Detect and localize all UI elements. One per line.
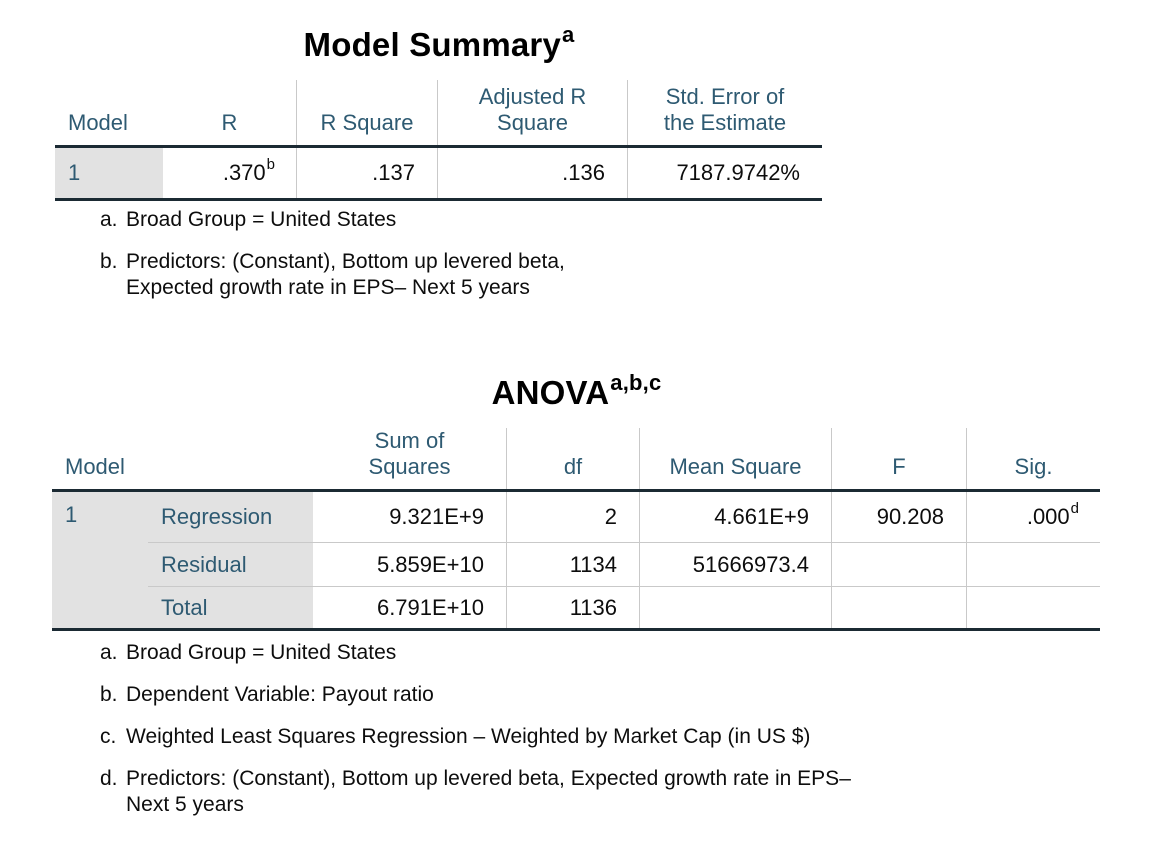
model-summary-title-superscript: a: [562, 22, 575, 47]
model-summary-table[interactable]: Model R R Square Adjusted R Square Std. …: [55, 80, 822, 201]
anova-header-row: Model Sum of Squares df Mean Square F Si…: [52, 428, 1100, 492]
cell-df: 1134: [507, 543, 640, 586]
cell-df: 2: [507, 492, 640, 542]
column-header-r: R: [163, 80, 297, 145]
cell-f: 90.208: [832, 492, 967, 542]
anova-footnote-b: b. Dependent Variable: Payout ratio: [100, 683, 434, 706]
cell-f: [832, 587, 967, 628]
table-row-total: Total 6.791E+10 1136: [148, 586, 1100, 628]
cell-model-number: 1: [55, 148, 163, 198]
cell-mean-square: [640, 587, 832, 628]
anova-title-superscript: a,b,c: [610, 370, 662, 395]
anova-title-text: ANOVA: [491, 374, 610, 411]
anova-table[interactable]: Model Sum of Squares df Mean Square F Si…: [52, 428, 1100, 631]
cell-sum-of-squares: 6.791E+10: [313, 587, 507, 628]
cell-sum-of-squares: 9.321E+9: [313, 492, 507, 542]
column-header-model: Model: [68, 110, 128, 135]
model-summary-title-text: Model Summary: [303, 26, 562, 63]
anova-footnote-c: c. Weighted Least Squares Regression – W…: [100, 725, 811, 748]
model-summary-footnote-a: a. Broad Group = United States: [100, 208, 397, 231]
cell-std-error-value: 7187.9742%: [676, 160, 800, 185]
column-header-sum-of-squares: Sum of Squares: [313, 428, 507, 489]
column-header-f: F: [832, 428, 967, 489]
anova-footnote-a: a. Broad Group = United States: [100, 641, 397, 664]
anova-title: ANOVAa,b,c: [52, 370, 1100, 412]
cell-mean-square: 51666973.4: [640, 543, 832, 586]
column-header-model: Model: [65, 454, 125, 479]
table-row-residual: Residual 5.859E+10 1134 51666973.4: [148, 542, 1100, 586]
anova-table-body: 1 Regression 9.321E+9 2 4.661E+9: [52, 492, 1100, 628]
cell-row-label: Residual: [148, 543, 313, 586]
column-header-df: df: [507, 428, 640, 489]
cell-sum-of-squares: 5.859E+10: [313, 543, 507, 586]
model-summary-footnote-b: b. Predictors: (Constant), Bottom up lev…: [100, 250, 565, 299]
model-summary-title: Model Summarya: [55, 22, 822, 64]
anova-footnote-d: d. Predictors: (Constant), Bottom up lev…: [100, 767, 851, 816]
cell-model-number: 1: [52, 492, 148, 628]
cell-sig: [967, 543, 1100, 586]
column-header-std-error: Std. Error of the Estimate: [663, 84, 787, 135]
table-row-regression: Regression 9.321E+9 2 4.661E+9 90.208: [148, 492, 1100, 542]
column-header-sig: Sig.: [1014, 454, 1053, 479]
column-header-r-square: R Square: [297, 80, 438, 145]
cell-sig: .000 d: [1026, 499, 1079, 530]
cell-row-label: Regression: [148, 492, 313, 542]
cell-sig: [967, 587, 1100, 628]
model-summary-data-row: 1 .370 b .137 .136 7187.9742%: [55, 148, 822, 198]
cell-adjusted-r-square-value: .136: [438, 148, 628, 198]
cell-row-label: Total: [148, 587, 313, 628]
model-summary-header-row: Model R R Square Adjusted R Square Std. …: [55, 80, 822, 148]
r-value-superscript: b: [266, 155, 275, 173]
column-header-mean-square: Mean Square: [640, 428, 832, 489]
column-header-adjusted-r-square: Adjusted R Square: [438, 80, 628, 145]
cell-df: 1136: [507, 587, 640, 628]
cell-r-value: .370 b: [163, 148, 297, 198]
cell-f: [832, 543, 967, 586]
cell-mean-square: 4.661E+9: [640, 492, 832, 542]
sig-value-superscript: d: [1070, 499, 1079, 517]
anova-rows: Regression 9.321E+9 2 4.661E+9 90.208: [148, 492, 1100, 628]
cell-r-square-value: .137: [297, 148, 438, 198]
